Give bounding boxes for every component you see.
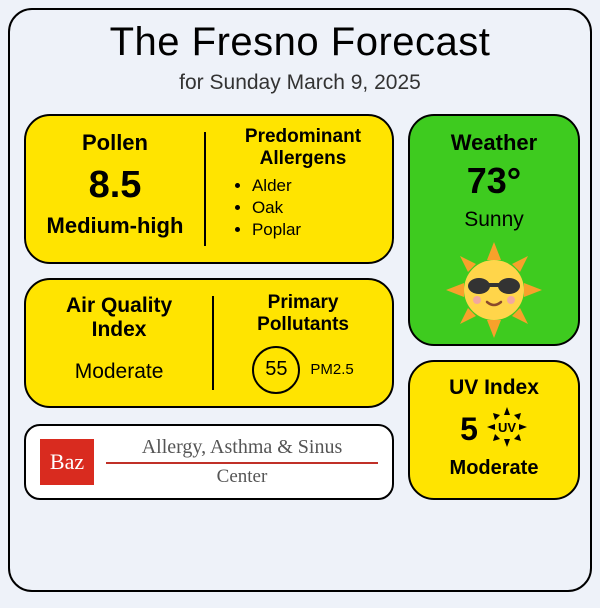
- page-title: The Fresno Forecast: [24, 20, 576, 65]
- allergens-header: PredominantAllergens: [224, 126, 382, 170]
- sponsor-logo-text: Baz: [50, 449, 84, 475]
- pollen-label: Pollen: [32, 130, 198, 156]
- pollutants-header: PrimaryPollutants: [220, 292, 386, 336]
- uv-card: UV Index 5: [408, 360, 580, 500]
- pollen-value: 8.5: [32, 164, 198, 207]
- allergen-item: Poplar: [252, 220, 382, 240]
- pollen-level: Medium-high: [32, 213, 198, 239]
- aqi-label: Air QualityIndex: [32, 294, 206, 342]
- svg-text:UV: UV: [498, 420, 516, 435]
- allergen-item: Oak: [252, 198, 382, 218]
- sponsor-text: Allergy, Asthma & Sinus Center: [106, 436, 378, 488]
- weather-label: Weather: [416, 130, 572, 156]
- uv-value: 5: [460, 411, 478, 448]
- pollen-card: Pollen 8.5 Medium-high PredominantAllerg…: [24, 114, 394, 264]
- sponsor-card: Baz Allergy, Asthma & Sinus Center: [24, 424, 394, 500]
- aqi-pollutant: PM2.5: [310, 361, 353, 378]
- allergens-list: Alder Oak Poplar: [224, 176, 382, 240]
- pollen-right: PredominantAllergens Alder Oak Poplar: [206, 116, 392, 262]
- card-grid: Pollen 8.5 Medium-high PredominantAllerg…: [24, 114, 576, 576]
- sponsor-line1: Allergy, Asthma & Sinus: [106, 436, 378, 464]
- aqi-value-circle: 55: [252, 346, 300, 394]
- pollen-left: Pollen 8.5 Medium-high: [26, 116, 204, 262]
- page-subtitle: for Sunday March 9, 2025: [24, 71, 576, 95]
- weather-card: Weather 73° Sunny: [408, 114, 580, 346]
- weather-temp: 73°: [416, 160, 572, 202]
- aqi-right: PrimaryPollutants 55 PM2.5: [214, 280, 392, 406]
- aqi-card: Air QualityIndex Moderate PrimaryPolluta…: [24, 278, 394, 408]
- forecast-frame: The Fresno Forecast for Sunday March 9, …: [8, 8, 592, 592]
- uv-sun-icon: UV: [486, 406, 528, 453]
- allergen-item: Alder: [252, 176, 382, 196]
- aqi-value: 55: [265, 358, 287, 381]
- uv-label: UV Index: [416, 376, 572, 400]
- aqi-level: Moderate: [32, 360, 206, 384]
- weather-condition: Sunny: [416, 208, 572, 232]
- uv-level: Moderate: [416, 457, 572, 480]
- sun-icon: [416, 238, 572, 343]
- sponsor-logo: Baz: [40, 439, 94, 485]
- aqi-left: Air QualityIndex Moderate: [26, 280, 212, 406]
- sponsor-line2: Center: [106, 466, 378, 488]
